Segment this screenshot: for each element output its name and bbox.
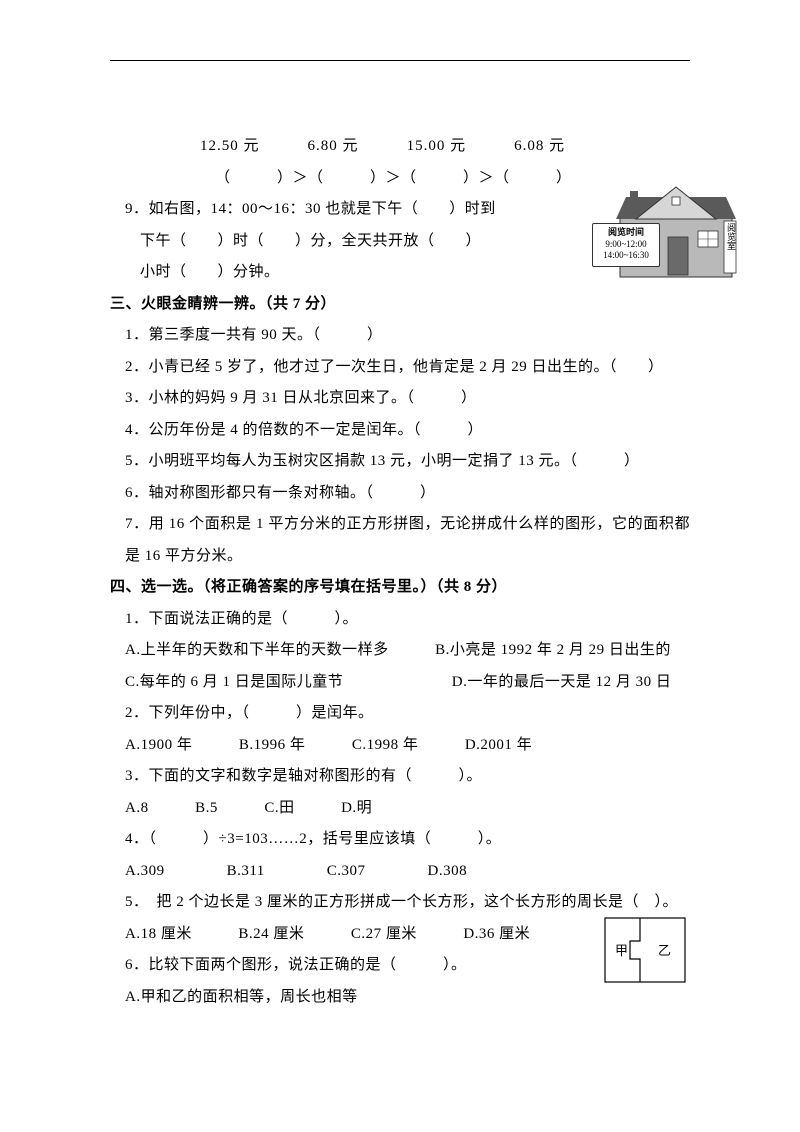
time-sign: 阅览时间 9:00~12:00 14:00~16:30 — [592, 223, 660, 267]
s4-q3-stem: 3．下面的文字和数字是轴对称图形的有（ ）。 — [110, 761, 690, 793]
s4-q1-stem: 1．下面说法正确的是（ ）。 — [110, 604, 690, 636]
q8-prices-row: 12.50 元 6.80 元 15.00 元 6.08 元 — [110, 131, 690, 163]
price-2: 6.80 元 — [308, 138, 359, 154]
reading-room-illustration: 阅览室 阅览时间 9:00~12:00 14:00~16:30 — [580, 175, 740, 285]
s4-q2-opts: A.1900 年 B.1996 年 C.1998 年 D.2001 年 — [110, 730, 690, 762]
s4-q1-ab: A.上半年的天数和下半年的天数一样多 B.小亮是 1992 年 2 月 29 日… — [110, 635, 690, 667]
section4-title: 四、选一选。（将正确答案的序号填在括号里。）（共 8 分） — [110, 572, 690, 604]
section3-title: 三、火眼金睛辨一辨。（共 7 分） — [110, 289, 690, 321]
s4-q1-c: C.每年的 6 月 1 日是国际儿童节 — [125, 674, 343, 690]
sign-title: 阅览时间 — [593, 227, 659, 239]
s4-q1-d: D.一年的最后一天是 12 月 30 日 — [452, 674, 672, 690]
s3-item3: 3．小林的妈妈 9 月 31 日从北京回来了。（ ） — [110, 383, 690, 415]
s3-item5: 5．小明班平均每人为玉树灾区捐款 13 元，小明一定捐了 13 元。（ ） — [110, 446, 690, 478]
q6-shape-diagram: 甲 乙 — [600, 913, 690, 993]
price-3: 15.00 元 — [407, 138, 467, 154]
s4-q4-stem: 4．（ ）÷3=103……2，括号里应该填（ ）。 — [110, 824, 690, 856]
s4-q4-opts: A.309 B.311 C.307 D.308 — [110, 856, 690, 888]
svg-text:甲: 甲 — [615, 943, 628, 958]
s3-item6: 6．轴对称图形都只有一条对称轴。（ ） — [110, 478, 690, 510]
sign-line1: 9:00~12:00 — [593, 239, 659, 251]
top-rule — [110, 60, 690, 61]
s4-q2-stem: 2．下列年份中，（ ）是闰年。 — [110, 698, 690, 730]
s4-q1-a: A.上半年的天数和下半年的天数一样多 — [125, 642, 389, 658]
s3-item2: 2．小青已经 5 岁了，他才过了一次生日，他肯定是 2 月 29 日出生的。（ … — [110, 352, 690, 384]
s4-q1-b: B.小亮是 1992 年 2 月 29 日出生的 — [435, 642, 671, 658]
s3-item7: 7．用 16 个面积是 1 平方分米的正方形拼图，无论拼成什么样的图形，它的面积… — [110, 509, 690, 572]
room-label: 阅览室 — [724, 223, 736, 250]
s3-item1: 1．第三季度一共有 90 天。（ ） — [110, 320, 690, 352]
s4-q1-cd: C.每年的 6 月 1 日是国际儿童节 D.一年的最后一天是 12 月 30 日 — [110, 667, 690, 699]
s4-q3-opts: A.8 B.5 C.田 D.明 — [110, 793, 690, 825]
price-1: 12.50 元 — [200, 138, 260, 154]
svg-text:乙: 乙 — [658, 943, 671, 958]
price-4: 6.08 元 — [514, 138, 565, 154]
s3-item4: 4．公历年份是 4 的倍数的不一定是闰年。（ ） — [110, 415, 690, 447]
sign-line2: 14:00~16:30 — [593, 250, 659, 262]
